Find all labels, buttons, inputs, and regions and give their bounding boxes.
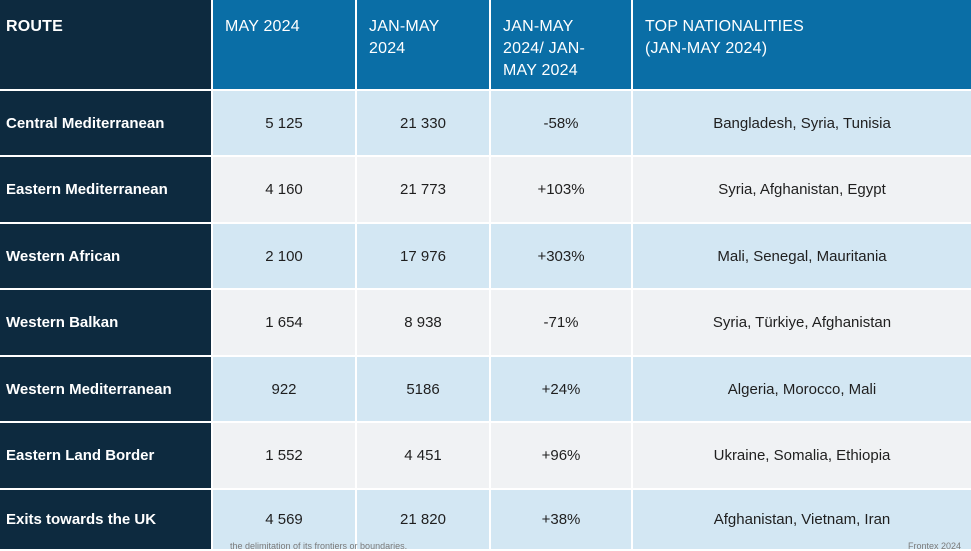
nationalities-value: Syria, Türkiye, Afghanistan xyxy=(633,290,971,357)
header-top-nationalities: TOP NATIONALITIES (JAN-MAY 2024) xyxy=(633,0,971,91)
route-name: Western Mediterranean xyxy=(0,357,213,423)
route-name: Eastern Mediterranean xyxy=(0,157,213,224)
footer-credit: Frontex 2024 xyxy=(907,541,961,551)
nationalities-value: Bangladesh, Syria, Tunisia xyxy=(633,91,971,157)
may-value: 4 160 xyxy=(213,157,357,224)
may-value: 922 xyxy=(213,357,357,423)
route-name: Eastern Land Border xyxy=(0,423,213,490)
janmay-value: 21 330 xyxy=(357,91,491,157)
route-name: Central Mediterranean xyxy=(0,91,213,157)
nationalities-value: Algeria, Morocco, Mali xyxy=(633,357,971,423)
route-name: Western Balkan xyxy=(0,290,213,357)
header-change: JAN-MAY 2024/ JAN- MAY 2024 xyxy=(491,0,633,91)
may-value: 2 100 xyxy=(213,224,357,290)
nationalities-value: Mali, Senegal, Mauritania xyxy=(633,224,971,290)
may-value: 1 654 xyxy=(213,290,357,357)
nationalities-value: Ukraine, Somalia, Ethiopia xyxy=(633,423,971,490)
header-may-2024: MAY 2024 xyxy=(213,0,357,91)
change-value: +96% xyxy=(491,423,633,490)
may-value: 1 552 xyxy=(213,423,357,490)
footer-note: the delimitation of its frontiers or bou… xyxy=(230,541,408,551)
change-value: -58% xyxy=(491,91,633,157)
janmay-value: 21 820 xyxy=(357,490,491,551)
may-value: 4 569 xyxy=(213,490,357,551)
janmay-value: 5186 xyxy=(357,357,491,423)
change-value: +303% xyxy=(491,224,633,290)
janmay-value: 21 773 xyxy=(357,157,491,224)
change-value: +103% xyxy=(491,157,633,224)
header-route: ROUTE xyxy=(0,0,213,91)
change-value: -71% xyxy=(491,290,633,357)
janmay-value: 8 938 xyxy=(357,290,491,357)
may-value: 5 125 xyxy=(213,91,357,157)
route-name: Exits towards the UK xyxy=(0,490,213,551)
janmay-value: 4 451 xyxy=(357,423,491,490)
janmay-value: 17 976 xyxy=(357,224,491,290)
change-value: +24% xyxy=(491,357,633,423)
change-value: +38% xyxy=(491,490,633,551)
header-jan-may-2024: JAN-MAY 2024 xyxy=(357,0,491,91)
route-name: Western African xyxy=(0,224,213,290)
nationalities-value: Syria, Afghanistan, Egypt xyxy=(633,157,971,224)
nationalities-value: Afghanistan, Vietnam, Iran xyxy=(633,490,971,551)
